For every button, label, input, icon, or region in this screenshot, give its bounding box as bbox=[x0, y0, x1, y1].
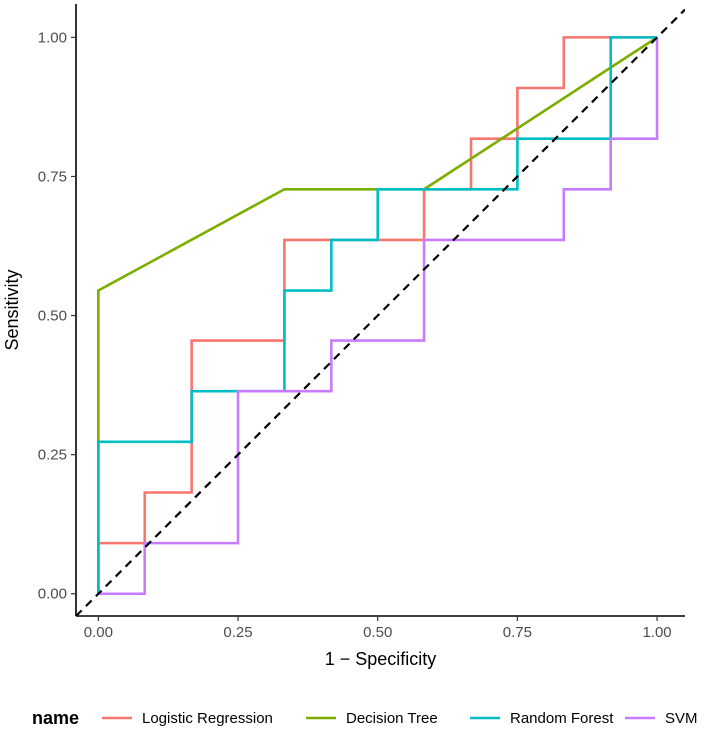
x-tick-label: 0.75 bbox=[503, 624, 532, 641]
axes: 0.00 0.25 0.50 0.75 1.00 0.00 0.25 0.50 0.75 1.00 bbox=[38, 4, 685, 641]
y-tick-label: 0.50 bbox=[38, 308, 67, 325]
series-line-decision-tree bbox=[97, 36, 658, 594]
y-tick-label: 0.75 bbox=[38, 168, 67, 185]
legend-title: name bbox=[32, 708, 79, 728]
legend-label-svm: SVM bbox=[665, 710, 698, 727]
x-axis-title: 1 − Specificity bbox=[325, 649, 437, 669]
y-tick-label: 0.25 bbox=[38, 447, 67, 464]
x-tick-label: 0.00 bbox=[84, 624, 113, 641]
y-tick-label: 0.00 bbox=[38, 586, 67, 603]
plot-area bbox=[76, 8, 685, 616]
legend: name Logistic Regression Decision Tree Ran… bbox=[32, 708, 698, 728]
legend-label-logistic-regression: Logistic Regression bbox=[142, 710, 273, 727]
series-group bbox=[76, 8, 685, 616]
x-tick-label: 0.50 bbox=[363, 624, 392, 641]
legend-label-decision-tree: Decision Tree bbox=[346, 710, 438, 727]
x-tick-label: 0.25 bbox=[223, 624, 252, 641]
y-tick-label: 1.00 bbox=[38, 29, 67, 46]
series-line-svm bbox=[98, 37, 659, 596]
series-line-random-forest bbox=[97, 36, 658, 594]
legend-label-random-forest: Random Forest bbox=[510, 710, 614, 727]
reference-diagonal-line bbox=[76, 8, 685, 616]
y-axis-title: Sensitivity bbox=[2, 269, 22, 350]
x-tick-label: 1.00 bbox=[642, 624, 671, 641]
